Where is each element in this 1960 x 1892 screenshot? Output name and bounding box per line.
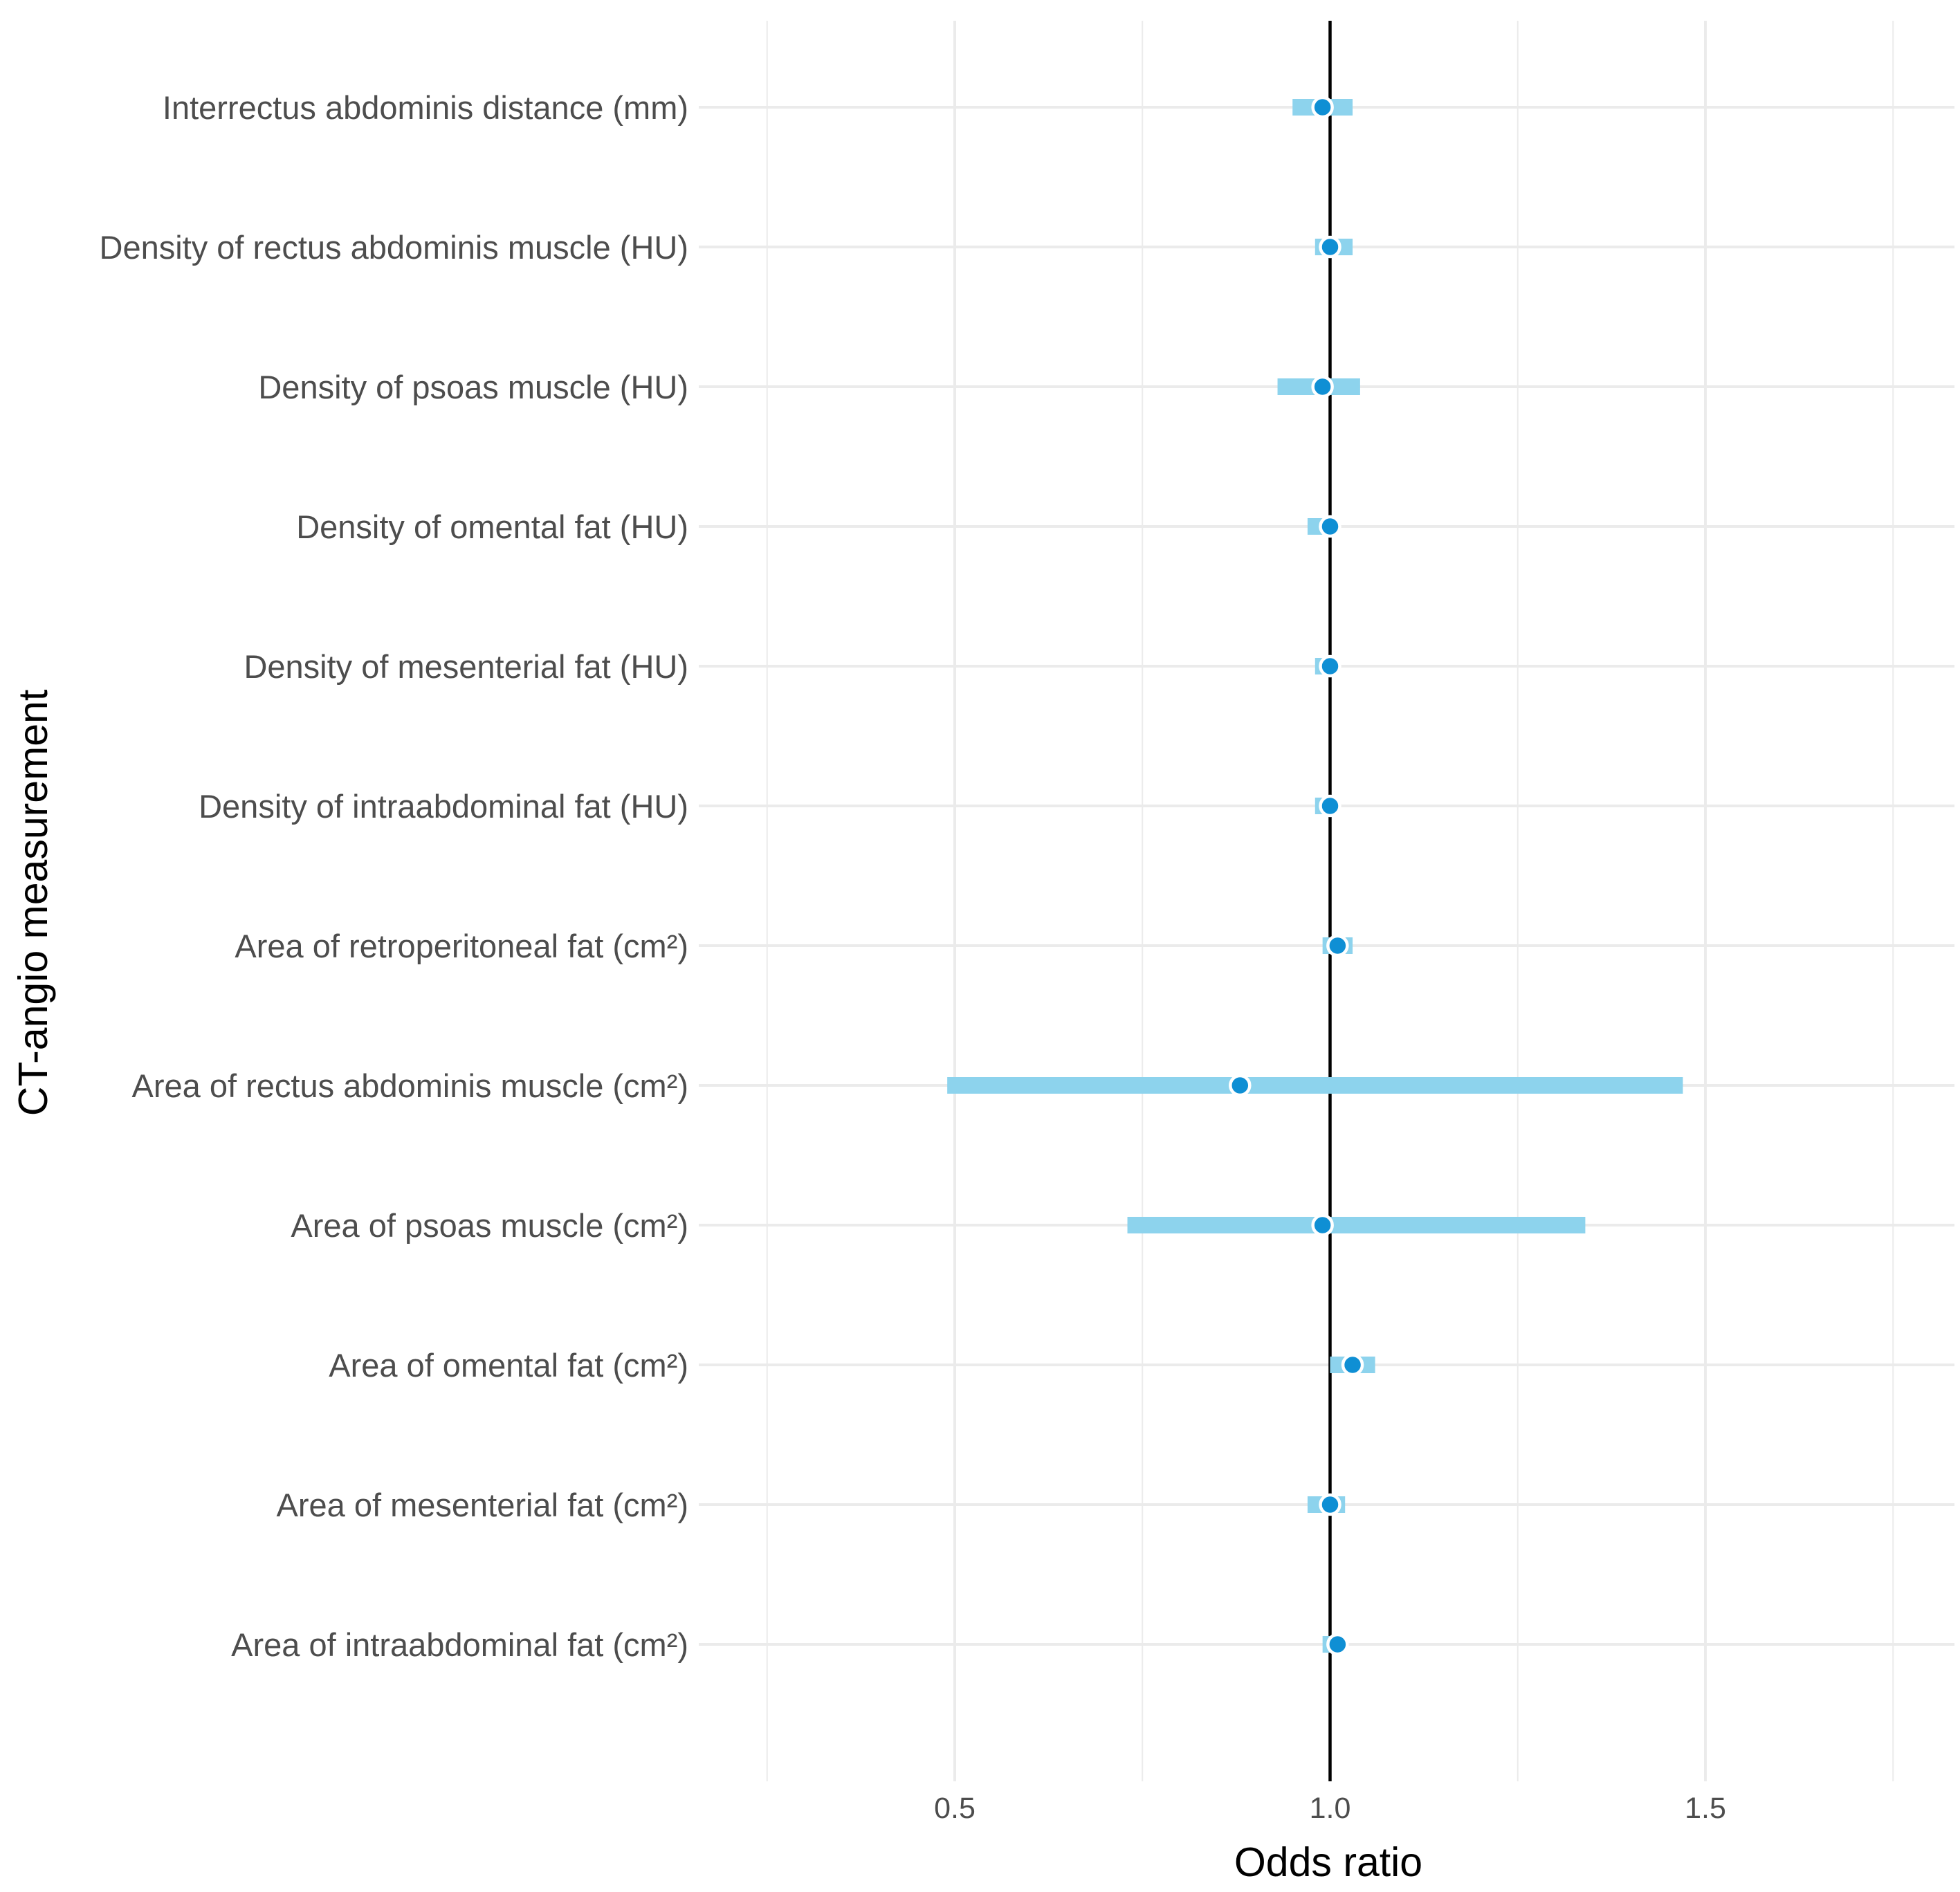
x-tick-label: 0.5: [934, 1792, 976, 1825]
category-label: Area of intraabdominal fat (cm²): [231, 1626, 688, 1663]
odds-ratio-point: [1229, 1074, 1252, 1097]
odds-ratio-point: [1311, 95, 1334, 119]
category-label: Density of intraabdominal fat (HU): [199, 788, 688, 825]
x-tick-label: 1.5: [1685, 1792, 1726, 1825]
ci-bar: [947, 1077, 1683, 1094]
category-label: Interrectus abdominis distance (mm): [163, 89, 688, 126]
category-label: Area of omental fat (cm²): [329, 1347, 688, 1384]
odds-ratio-point: [1319, 515, 1341, 538]
confidence-interval-layer: [947, 99, 1683, 1653]
x-tick-label: 1.0: [1310, 1792, 1351, 1825]
odds-ratio-point: [1311, 1213, 1334, 1237]
category-label: Density of omental fat (HU): [296, 508, 688, 545]
x-axis-title: Odds ratio: [1234, 1839, 1422, 1885]
category-label: Area of retroperitoneal fat (cm²): [235, 928, 688, 964]
odds-ratio-point: [1326, 934, 1349, 957]
ci-bar: [1127, 1217, 1586, 1233]
odds-ratio-point: [1326, 1633, 1349, 1656]
category-label: Area of mesenterial fat (cm²): [276, 1487, 688, 1523]
odds-ratio-point: [1311, 375, 1334, 398]
odds-ratio-point-layer: [1229, 95, 1364, 1656]
x-tick-label-layer: 0.5 1.0 1.5: [934, 1792, 1726, 1825]
category-label: Density of rectus abdominis muscle (HU): [100, 229, 689, 266]
category-label: Area of psoas muscle (cm²): [291, 1207, 688, 1244]
y-axis-title: CT-angio measurement: [10, 690, 56, 1117]
odds-ratio-point: [1319, 654, 1341, 678]
odds-ratio-point: [1319, 794, 1341, 818]
grid-layer: [699, 21, 1954, 1781]
category-label-layer: Interrectus abdominis distance (mm) Densi…: [100, 89, 689, 1663]
category-label: Density of psoas muscle (HU): [258, 369, 688, 405]
odds-ratio-point: [1319, 1493, 1341, 1516]
odds-ratio-point: [1319, 235, 1341, 259]
category-label: Density of mesenterial fat (HU): [244, 648, 688, 685]
odds-ratio-point: [1341, 1353, 1364, 1377]
category-label: Area of rectus abdominis muscle (cm²): [132, 1067, 688, 1104]
